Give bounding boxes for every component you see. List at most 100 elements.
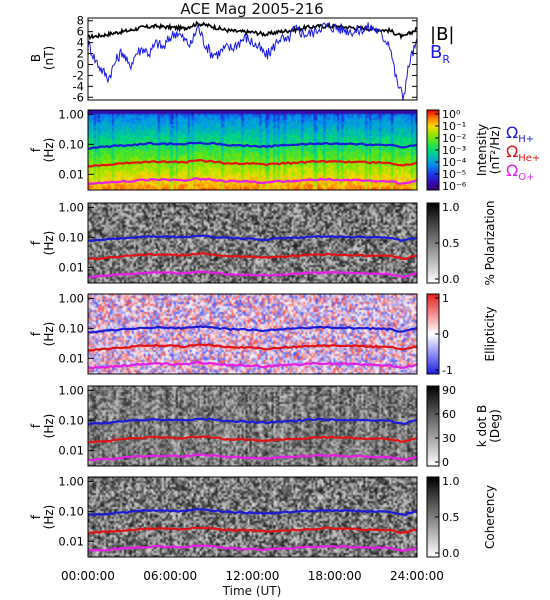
panel-frame — [87, 109, 418, 191]
gyro-line-oplus — [87, 453, 418, 462]
colorbar-tick-label: 10⁻⁵ — [442, 168, 466, 181]
panel--polarization: 1.00 0.10 0.01 f (Hz) 1.0 0.5 0.0 % Polarization — [29, 200, 497, 286]
legend-absB: |B| — [430, 24, 454, 45]
gyro-line-heplus — [87, 526, 418, 535]
panel-intensity: 1.00 0.10 0.01 f (Hz) 10⁰10⁻¹10⁻²10⁻³10⁻⁴10⁻⁵… — [29, 107, 502, 193]
gyro-line-hplus — [88, 325, 418, 334]
freq-axis-label: f — [29, 331, 43, 336]
gyro-line-oplus — [87, 543, 418, 552]
gyro-line-heplus — [87, 158, 418, 168]
time-tick-label: 12:00:00 — [226, 569, 280, 583]
colorbar-tick-label: 0.0 — [442, 547, 460, 560]
panel-frame — [87, 385, 418, 467]
bfield-ytick-label: 2 — [77, 47, 84, 61]
colorbar-tick-label: 1.0 — [442, 201, 460, 214]
colorbar-label: Coherency — [483, 485, 497, 549]
freq-axis-label: f — [29, 514, 43, 519]
colorbar-label: Intensity — [475, 124, 489, 176]
freq-tick-label: 0.10 — [58, 413, 84, 427]
panel-ellipticity: 1.00 0.10 0.01 f (Hz) 1 0 -1 Ellipticity — [29, 291, 497, 377]
bfield-ytick-label: 0 — [77, 57, 84, 71]
bfield-ytick-label: 6 — [77, 25, 84, 39]
freq-tick-label: 0.01 — [58, 443, 84, 457]
colorbar-unit: (Deg) — [488, 409, 502, 443]
colorbar-unit: (nT²/Hz) — [488, 126, 502, 174]
figure-title: ACE Mag 2005-216 — [180, 0, 323, 18]
colorbar-label: k dot B — [475, 405, 489, 447]
gyro-line-hplus — [87, 141, 418, 150]
panel-frame — [87, 202, 418, 284]
freq-tick-label: 1.00 — [58, 107, 84, 121]
freq-axis-unit: (Hz) — [42, 138, 56, 163]
freq-axis-unit: (Hz) — [42, 231, 56, 256]
panel-coherency: 1.00 0.10 0.01 f (Hz) 1.0 0.5 0.0 Coherency — [29, 474, 497, 560]
freq-tick-label: 1.00 — [58, 200, 84, 214]
freq-axis-unit: (Hz) — [42, 322, 56, 347]
colorbar-tick-label: 0.5 — [442, 511, 460, 524]
colorbar-tick-label: 0 — [442, 328, 449, 341]
gyro-line-heplus — [87, 435, 418, 444]
colorbar-label: Ellipticity — [483, 307, 497, 362]
freq-tick-label: 1.00 — [58, 474, 84, 488]
freq-tick-label: 0.01 — [58, 167, 84, 181]
spectrogram-image — [88, 110, 417, 190]
legend-BR: BR — [430, 42, 450, 66]
spectrogram-image — [88, 386, 417, 466]
bfield-ytick-label: 4 — [77, 36, 84, 50]
freq-tick-label: 0.01 — [58, 534, 84, 548]
colorbar-tick-label: 10⁻³ — [442, 144, 466, 157]
freq-tick-label: 0.10 — [58, 321, 84, 335]
x-axis-label: Time (UT) — [222, 584, 282, 598]
gyro-line-hplus — [87, 508, 418, 516]
freq-tick-label: 0.10 — [58, 137, 84, 151]
colorbar-tick-label: 10⁰ — [442, 108, 461, 121]
colorbar-tick-label: 10⁻² — [442, 132, 466, 145]
legend-omega-o: ΩO+ — [506, 161, 534, 183]
colorbar-tick-label: 10⁻⁴ — [442, 156, 467, 169]
colorbar-tick-label: 60 — [442, 408, 456, 421]
series-line-absB — [88, 20, 417, 41]
gyro-legend: ΩH+ ΩHe+ ΩO+ — [506, 123, 540, 183]
series-line-BR — [88, 21, 417, 100]
freq-axis-unit: (Hz) — [42, 505, 56, 530]
spectrogram-image — [88, 294, 417, 374]
panel-frame — [87, 293, 418, 375]
time-tick-label: 24:00:00 — [390, 569, 444, 583]
gyro-line-heplus — [87, 252, 418, 261]
freq-tick-label: 1.00 — [58, 383, 84, 397]
colorbar-tick-label: 10⁻⁶ — [442, 180, 467, 193]
gyro-line-heplus — [87, 343, 418, 352]
bfield-ytick-label: -2 — [73, 68, 84, 82]
colorbar-tick-label: 0.5 — [442, 237, 460, 250]
bfield-plot-frame — [87, 17, 418, 101]
legend-omega-he: ΩHe+ — [506, 142, 540, 164]
time-axis: 00:00:00 06:00:00 12:00:00 18:00:00 24:00:00 — [61, 569, 444, 583]
panel-k-dot-b: 1.00 0.10 0.01 f (Hz) 90 60 30 0 k dot B (Deg) — [29, 383, 502, 469]
panel-frame — [87, 476, 418, 558]
gyro-line-oplus — [87, 269, 418, 279]
colorbar — [426, 385, 440, 467]
gyro-line-oplus — [87, 177, 418, 186]
colorbar-tick-label: -1 — [442, 364, 453, 377]
gyro-line-hplus — [87, 417, 418, 426]
gyro-line-oplus — [87, 360, 418, 370]
freq-axis-label: f — [29, 240, 43, 245]
freq-tick-label: 0.10 — [58, 230, 84, 244]
freq-tick-label: 0.10 — [58, 504, 84, 518]
bfield-ytick-label: -6 — [73, 90, 84, 104]
colorbar-tick-label: 1.0 — [442, 475, 460, 488]
time-tick-label: 00:00:00 — [61, 569, 115, 583]
freq-tick-label: 1.00 — [58, 291, 84, 305]
bfield-ytick-label: -4 — [73, 79, 84, 93]
colorbar-label: % Polarization — [483, 201, 497, 286]
freq-axis-label: f — [29, 147, 43, 152]
colorbar-tick-label: 0.0 — [442, 273, 460, 286]
colorbar-tick-label: 1 — [442, 292, 449, 305]
spectrogram-image — [88, 203, 417, 283]
freq-axis-unit: (Hz) — [42, 414, 56, 439]
freq-axis-label: f — [29, 423, 43, 428]
time-tick-label: 18:00:00 — [308, 569, 362, 583]
bfield-ylabel: B — [29, 54, 43, 62]
